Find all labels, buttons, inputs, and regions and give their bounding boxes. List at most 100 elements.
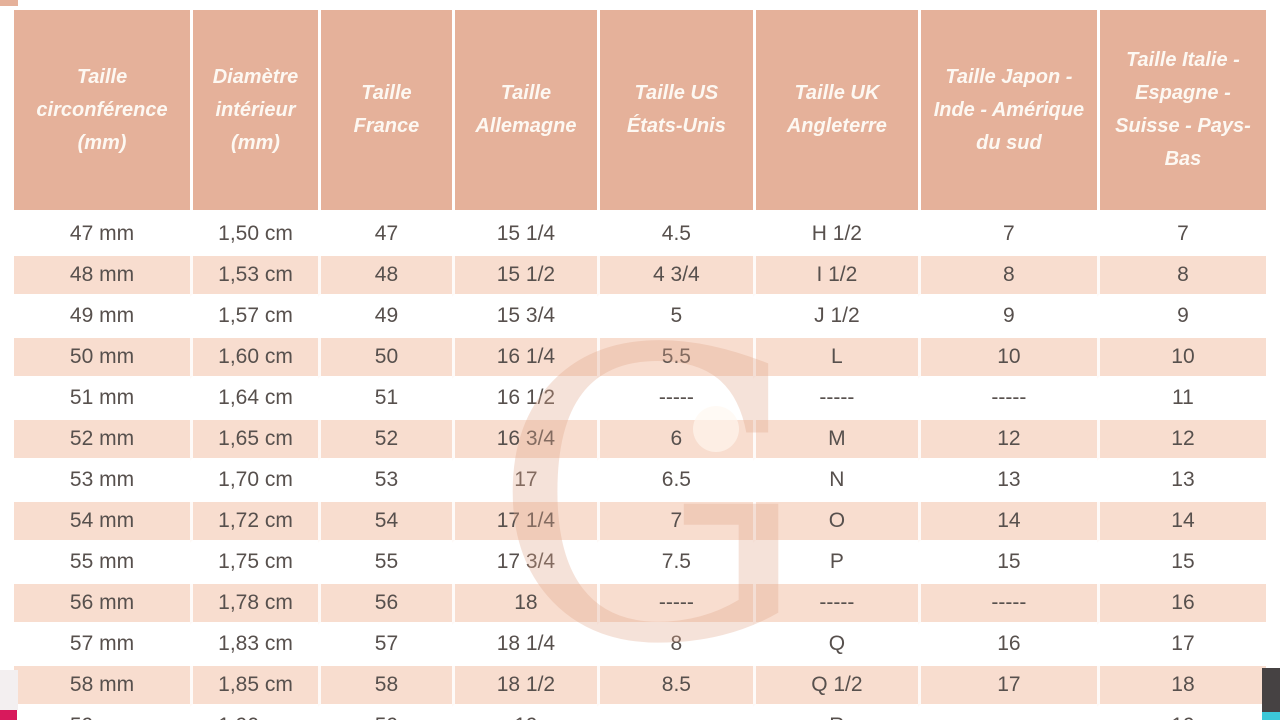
table-cell: 49 mm (14, 297, 191, 338)
table-row: 58 mm 1,85 cm 58 18 1/2 8.5 Q 1/2 17 18 (14, 666, 1266, 707)
table-cell: 15 1/4 (451, 215, 597, 256)
table-cell: 5 (596, 297, 753, 338)
table-cell: 8 (596, 625, 753, 666)
table-cell: 8.5 (596, 666, 753, 707)
table-cell: 58 mm (14, 666, 191, 707)
table-cell: 7 (1096, 215, 1266, 256)
table-cell: 9 (1096, 297, 1266, 338)
column-header-3: Taille France (317, 10, 452, 215)
ring-size-conversion-table: Taille circonférence (mm) Diamètre intéri… (14, 10, 1266, 720)
table-row: 54 mm 1,72 cm 54 17 1/4 7 O 14 14 (14, 502, 1266, 543)
table-row: 52 mm 1,65 cm 52 16 3/4 6 M 12 12 (14, 420, 1266, 461)
table-cell: 1,90 cm (190, 707, 318, 720)
table-cell: 14 (1096, 502, 1266, 543)
table-cell: L (752, 338, 918, 379)
table-cell: 15 (917, 543, 1097, 584)
table-cell: P (752, 543, 918, 584)
table-cell: 50 (317, 338, 452, 379)
table-cell: H 1/2 (752, 215, 918, 256)
table-cell: 15 3/4 (451, 297, 597, 338)
column-header-6: Taille UK Angleterre (752, 10, 918, 215)
table-row: 53 mm 1,70 cm 53 17 6.5 N 13 13 (14, 461, 1266, 502)
table-cell: 16 (1096, 584, 1266, 625)
table-cell: 53 mm (14, 461, 191, 502)
table-cell: 56 mm (14, 584, 191, 625)
table-cell: 11 (1096, 379, 1266, 420)
table-cell: 16 (917, 625, 1097, 666)
table-row: 49 mm 1,57 cm 49 15 3/4 5 J 1/2 9 9 (14, 297, 1266, 338)
table-cell: 17 1/4 (451, 502, 597, 543)
table-cell: 10 (917, 338, 1097, 379)
table-cell: 1,50 cm (190, 215, 318, 256)
header-row: Taille circonférence (mm) Diamètre intéri… (14, 10, 1266, 215)
table-cell: J 1/2 (752, 297, 918, 338)
table-cell: 1,72 cm (190, 502, 318, 543)
table-cell: 1,70 cm (190, 461, 318, 502)
table-cell: 52 (317, 420, 452, 461)
table-cell: 4.5 (596, 215, 753, 256)
table-cell: ----- (596, 379, 753, 420)
table-row: 59 mm1,90 cm5919-----R-----19 (14, 707, 1266, 720)
table-cell: 47 (317, 215, 452, 256)
table-cell: 57 (317, 625, 452, 666)
table-cell: ----- (752, 379, 918, 420)
table-cell: 58 (317, 666, 452, 707)
table-cell: 56 (317, 584, 452, 625)
table-cell: 13 (917, 461, 1097, 502)
table-row: 56 mm 1,78 cm 56 18 ----- ----- ----- 16 (14, 584, 1266, 625)
table-cell: 48 mm (14, 256, 191, 297)
table-cell: 18 (451, 584, 597, 625)
table-cell: 17 3/4 (451, 543, 597, 584)
table-cell: ----- (917, 707, 1097, 720)
table-cell: 6.5 (596, 461, 753, 502)
table-cell: 51 mm (14, 379, 191, 420)
edge-button-dark[interactable] (1262, 668, 1280, 712)
table-cell: O (752, 502, 918, 543)
table-cell: 1,78 cm (190, 584, 318, 625)
edge-sliver-top-left (0, 0, 18, 6)
table-row: 55 mm 1,75 cm 55 17 3/4 7.5 P 15 15 (14, 543, 1266, 584)
table-cell: 50 mm (14, 338, 191, 379)
table-cell: 12 (917, 420, 1097, 461)
table-cell: 7.5 (596, 543, 753, 584)
column-header-1: Taille circonférence (mm) (14, 10, 191, 215)
column-header-7: Taille Japon - Inde - Amérique du sud (917, 10, 1097, 215)
table-cell: 4 3/4 (596, 256, 753, 297)
edge-strip-bottom-left (0, 670, 18, 710)
table-header: Taille circonférence (mm) Diamètre intéri… (14, 10, 1266, 215)
table-cell: 1,75 cm (190, 543, 318, 584)
table-cell: 1,53 cm (190, 256, 318, 297)
table-cell: 19 (451, 707, 597, 720)
table-cell: 19 (1096, 707, 1266, 720)
table-cell: 15 (1096, 543, 1266, 584)
table-cell: 14 (917, 502, 1097, 543)
table-cell: 5.5 (596, 338, 753, 379)
table-cell: Q (752, 625, 918, 666)
table-cell: 47 mm (14, 215, 191, 256)
table-cell: ----- (596, 707, 753, 720)
table-cell: 55 (317, 543, 452, 584)
table-cell: 1,57 cm (190, 297, 318, 338)
table-cell: N (752, 461, 918, 502)
table-cell: 1,85 cm (190, 666, 318, 707)
table-row: 50 mm 1,60 cm 50 16 1/4 5.5 L 10 10 (14, 338, 1266, 379)
table-cell: 59 (317, 707, 452, 720)
edge-button-pink[interactable] (0, 710, 17, 720)
table-cell: 17 (1096, 625, 1266, 666)
table-row: 48 mm 1,53 cm 48 15 1/2 4 3/4 I 1/2 8 8 (14, 256, 1266, 297)
table-cell: 12 (1096, 420, 1266, 461)
table-cell: ----- (596, 584, 753, 625)
table-cell: 7 (596, 502, 753, 543)
table-cell: 48 (317, 256, 452, 297)
table-cell: 1,65 cm (190, 420, 318, 461)
table-cell: 13 (1096, 461, 1266, 502)
table-cell: 54 (317, 502, 452, 543)
table-cell: ----- (917, 379, 1097, 420)
column-header-8: Taille Italie - Espagne - Suisse - Pays-… (1096, 10, 1266, 215)
table-row: 51 mm 1,64 cm 51 16 1/2 ----- ----- ----- 11 (14, 379, 1266, 420)
table-cell: 51 (317, 379, 452, 420)
table-cell: 52 mm (14, 420, 191, 461)
table-cell: 53 (317, 461, 452, 502)
table-cell: 59 mm (14, 707, 191, 720)
table-cell: ----- (917, 584, 1097, 625)
